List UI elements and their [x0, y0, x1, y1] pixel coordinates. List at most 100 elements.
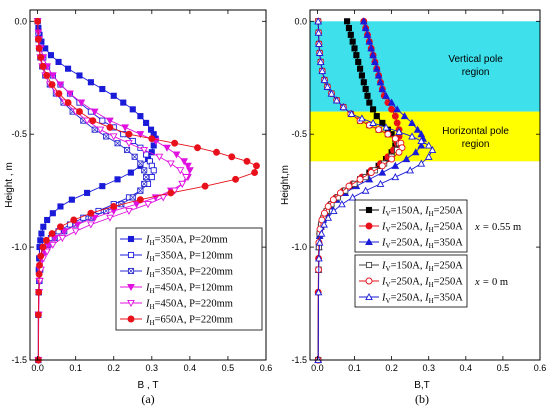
panel-b-x-tick-label: 0.5	[497, 363, 510, 373]
panel-a-series-4-point	[43, 248, 51, 256]
panel-b-series-5-point	[376, 179, 385, 187]
panel-a-y-tick-label: -1.5	[11, 355, 27, 365]
panel-a-legend-marker	[127, 283, 135, 292]
panel-a-legend-marker	[127, 299, 135, 308]
panel-b-series-5-point	[358, 114, 366, 122]
panel-a-legend-box	[115, 227, 263, 331]
region-label-line1: Horizontal pole	[442, 126, 509, 137]
panel-b-series-5-point	[316, 57, 325, 65]
panel-b-series-5-point	[315, 238, 324, 246]
legend-sub: H	[150, 287, 155, 295]
panel-b-legend-marker	[365, 277, 373, 285]
panel-a-series-5-point	[70, 216, 78, 224]
region-0-label: Vertical pole region	[448, 54, 503, 78]
panel-a-series-5-point	[243, 157, 251, 165]
panel-b-series-5-point	[314, 288, 323, 296]
legend-sub: H	[150, 255, 155, 263]
panel-a-legend-marker	[127, 315, 135, 323]
panel-a-series-5-point	[106, 123, 114, 131]
panel-a-series-0-point	[76, 72, 83, 79]
panel-b-legend-label: IV=250A, IH=350A	[381, 293, 463, 306]
panel-a-series-4-point	[166, 160, 175, 168]
panel-a-series-4-point	[96, 126, 105, 134]
panel-a-legend-label: IH=650A, P=220mm	[145, 315, 233, 328]
legend-rest: =250A	[434, 206, 464, 217]
legend-rest: =250A	[434, 222, 464, 233]
panel-b-series-0-point	[373, 113, 380, 120]
panel-b-series-4-point	[384, 130, 392, 138]
panel-a-series-3-point	[184, 162, 192, 170]
panel-b-x-tick-label: 0.2	[385, 363, 398, 373]
panel-a-series-0-line	[37, 21, 157, 360]
panel-a-series-2-point-cross	[137, 187, 144, 194]
panel-b-series-4-point	[395, 148, 403, 156]
panel-b-series-5-point	[317, 229, 326, 237]
panel-a-legend-label: IH=450A, P=120mm	[145, 283, 233, 296]
panel-a-series-4-point	[87, 221, 95, 229]
panel-b-x-tick-label: 0.3	[422, 363, 435, 373]
panel-a-series-5-point	[171, 139, 179, 147]
panel-a-legend-marker	[127, 251, 135, 259]
panel-a-series-5-point	[87, 209, 95, 217]
panel-a-series-4-point	[58, 235, 67, 243]
panel-b-series-2-point	[391, 161, 400, 169]
panel-a-series-0-point	[84, 189, 91, 196]
panel-b-series-4-point	[356, 175, 364, 183]
legend-mid: =250A,	[391, 277, 426, 288]
region-1-label: Horizontal pole region	[442, 126, 509, 150]
panel-b-series-0-point	[360, 79, 367, 86]
panel-a-series-4-point	[144, 201, 152, 209]
legend-rest: =350A, P=120mm	[155, 251, 233, 262]
panel-a-series-5-point	[36, 261, 43, 269]
panel-a-y-tick-label: -1.0	[11, 242, 27, 252]
panel-a-series-0-point	[44, 216, 51, 224]
panel-b-series-5-point	[348, 193, 357, 201]
legend-var: I	[145, 235, 150, 246]
panel-a-x-tick-label: 0.3	[146, 363, 159, 373]
panel-a-x-axis-label: B , T	[138, 380, 159, 391]
panel-a-legend-label: IH=350A, P=220mm	[145, 267, 233, 280]
legend-var: I	[381, 277, 386, 288]
panel-a-series-4-point	[106, 214, 114, 222]
panel-a-series-5-point	[34, 311, 42, 319]
panel-a-series-4-point	[125, 207, 133, 216]
panel-a-series-0-point	[150, 142, 157, 149]
panel-a-series-3-point	[163, 144, 171, 152]
panel-b-series-2-point	[417, 141, 426, 149]
legend-var: I	[424, 238, 429, 249]
panel-b-y-tick-label: 0.0	[294, 16, 307, 26]
panel-b-series-5-point	[315, 39, 323, 47]
panel-a-series-5-point	[253, 162, 260, 170]
panel-a-series-2-point-cross	[141, 181, 148, 187]
legend-sub: H	[429, 265, 434, 273]
region-label-line1: Vertical pole	[448, 54, 503, 65]
panel-a-y-axis-label: Height , m	[4, 162, 15, 208]
panel-b-series-2-point	[387, 98, 396, 106]
panel-b-series-2-point	[371, 57, 379, 65]
panel-a-series-5-point	[43, 72, 51, 79]
panel-b-series-2-point	[365, 37, 374, 45]
legend-sub: H	[429, 210, 434, 218]
legend-sub: H	[150, 239, 155, 247]
panel-b-legend-label: IV=150A, IH=250A	[381, 206, 463, 219]
panel-a-y-tick-label: -0.5	[11, 129, 27, 139]
legend-rest: =350A, P=20mm	[155, 235, 228, 246]
legend-var: I	[381, 206, 386, 217]
panel-a-series-2-point-cross	[141, 167, 148, 174]
legend-rest: =350A, P=220mm	[155, 267, 233, 278]
panel-b-legend-marker	[365, 206, 373, 214]
legend-var: I	[424, 277, 429, 288]
panel-a-series-2-point-cross	[143, 174, 149, 180]
panel-a-series-5-point	[35, 44, 43, 52]
panel-a-series-0-point	[38, 230, 45, 237]
panel-b-frame	[309, 9, 541, 361]
panel-a-series-0-point	[37, 237, 44, 244]
panel-a-series-0-point	[129, 106, 136, 113]
panel-a-series-5-point	[39, 63, 47, 70]
panel-a-series-4-point	[176, 167, 185, 175]
legend-var: I	[145, 299, 150, 310]
panel-b-series-4-point	[391, 135, 399, 143]
panel-b-series-5-point	[323, 82, 332, 90]
panel-a-series-5-point	[48, 81, 56, 88]
